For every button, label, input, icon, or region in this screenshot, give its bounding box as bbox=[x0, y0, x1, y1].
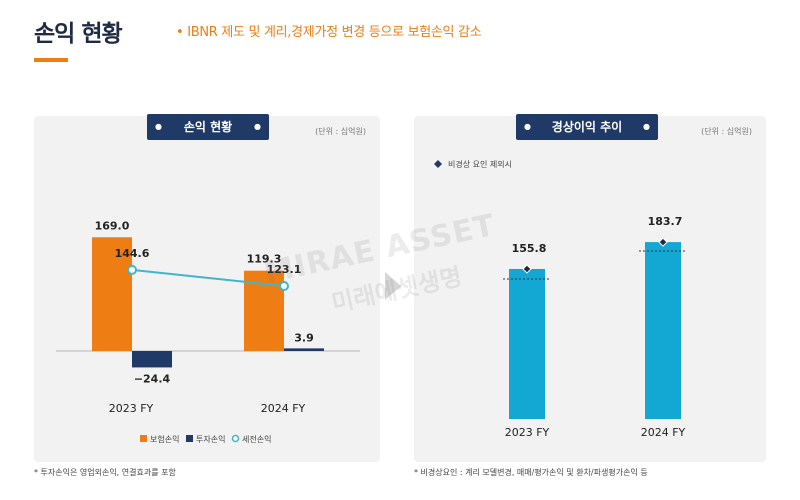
recurring-profit-bar bbox=[645, 242, 681, 419]
insurance-profit-label: 169.0 bbox=[95, 219, 130, 232]
legend-label: 투자손익 bbox=[196, 434, 225, 444]
recurring-profit-panel-title: ● 경상이익 추이 ● bbox=[516, 114, 658, 140]
recurring-profit-label: 183.7 bbox=[648, 215, 683, 228]
bullet-icon: ● bbox=[643, 122, 650, 131]
marker-diamond-icon bbox=[522, 264, 532, 274]
recurring-profit-panel: ● 경상이익 추이 ● (단위 : 십억원) 비경상 요인 제외시 155.8 20… bbox=[414, 114, 766, 462]
title-underline bbox=[34, 58, 68, 62]
unit-label: (단위 : 십억원) bbox=[701, 127, 752, 136]
recurring-profit-title-label: 경상이익 추이 bbox=[551, 120, 623, 134]
investment-profit-bar bbox=[284, 348, 324, 351]
x-tick-label: 2023 FY bbox=[109, 402, 154, 415]
x-tick-label: 2023 FY bbox=[505, 426, 550, 439]
right-footnote: * 비경상요인 : 계리 모델변경, 매매/평가손익 및 환차/파생평가손익 등 bbox=[414, 468, 648, 477]
insurance-profit-label: 119.3 bbox=[247, 253, 282, 266]
investment-profit-bar bbox=[132, 351, 172, 368]
recurring-profit-bar bbox=[509, 268, 545, 419]
profit-loss-panel: ● 손익 현황 ● (단위 : 십억원) 169.0 119.3 −24.4 3.9 1… bbox=[34, 114, 380, 462]
legend-swatch bbox=[140, 435, 147, 442]
bullet-icon: ● bbox=[254, 122, 261, 131]
pretax-profit-point bbox=[279, 281, 289, 291]
legend-label: 보험손익 bbox=[150, 434, 179, 444]
page-title: 손익 현황 bbox=[34, 21, 123, 47]
x-tick-label: 2024 FY bbox=[641, 426, 686, 439]
bullet-icon: ● bbox=[524, 122, 531, 131]
legend-label: 비경상 요인 제외시 bbox=[448, 159, 512, 169]
pretax-profit-point bbox=[127, 264, 137, 275]
legend-swatch bbox=[186, 435, 193, 442]
investment-profit-label: −24.4 bbox=[134, 372, 171, 385]
legend-marker-icon bbox=[434, 160, 442, 168]
left-footnote: * 투자손익은 영업외손익, 연결효과를 포함 bbox=[34, 468, 176, 477]
profit-loss-title-label: 손익 현황 bbox=[183, 120, 233, 134]
profit-loss-panel-title: ● 손익 현황 ● bbox=[147, 114, 269, 140]
recurring-profit-label: 155.8 bbox=[512, 242, 547, 255]
legend-swatch bbox=[231, 434, 240, 443]
arrow-right-icon bbox=[385, 272, 401, 300]
legend-label: 세전손익 bbox=[242, 434, 271, 444]
pretax-profit-label: 144.6 bbox=[115, 247, 150, 260]
profit-loss-chart: 169.0 119.3 −24.4 3.9 144.6 123.1 2023 FY 2024 … bbox=[56, 219, 360, 444]
unit-label: (단위 : 십억원) bbox=[315, 127, 366, 136]
marker-diamond-icon bbox=[658, 237, 668, 247]
x-tick-label: 2024 FY bbox=[261, 402, 306, 415]
pretax-profit-label: 123.1 bbox=[267, 263, 302, 276]
insurance-profit-bar bbox=[92, 237, 132, 351]
pretax-profit-line bbox=[131, 268, 285, 287]
recurring-profit-chart: 비경상 요인 제외시 155.8 2023 FY 183.7 2024 FY bbox=[434, 159, 687, 439]
headline-text: • IBNR 제도 및 계리,경제가정 변경 등으로 보험손익 감소 bbox=[176, 25, 482, 40]
investment-profit-label: 3.9 bbox=[294, 331, 314, 344]
bullet-icon: ● bbox=[155, 122, 162, 131]
